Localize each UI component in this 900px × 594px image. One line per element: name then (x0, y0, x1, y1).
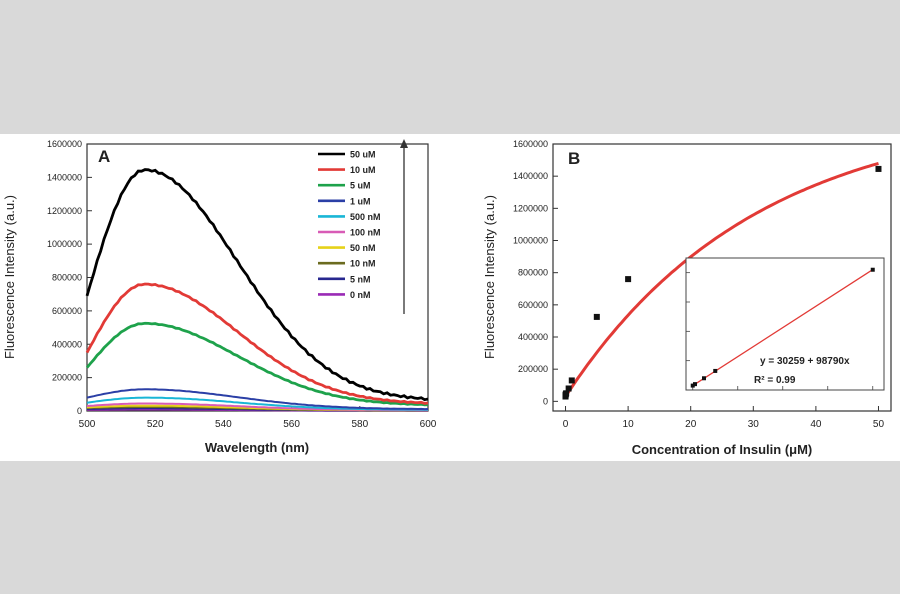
inset-point (702, 376, 706, 381)
data-point (625, 276, 632, 283)
trend-arrow-head (400, 139, 408, 148)
x-tick-label: 500 (79, 419, 96, 430)
panel-b-label: B (568, 149, 580, 168)
x-tick-label: 560 (283, 419, 300, 430)
series-line (86, 388, 429, 411)
panel-a-frame (86, 143, 429, 412)
panel-a-legend: 50 uM 10 uM 5 uM 1 uM 500 nM 100 nM 50 nM 10 nM… (318, 150, 381, 300)
panel-b-fit-curve (564, 161, 879, 398)
panel-a-x-label: Wavelength (nm) (205, 440, 309, 455)
x-tick-label: 520 (147, 419, 164, 430)
inset-point (690, 383, 695, 388)
legend-label: 10 nM (350, 259, 376, 269)
panel-a-y-axis: 0 200000 400000 600000 800000 1000000 1200000 1… (47, 139, 92, 416)
x-tick-label: 30 (748, 419, 760, 430)
inset-axes (686, 272, 874, 391)
legend-label: 100 nM (350, 228, 381, 238)
panel-a: 0 200000 400000 600000 800000 1000000 1200000 1… (2, 139, 437, 455)
panel-b-data-points (562, 165, 882, 400)
trend-arrow (400, 139, 408, 314)
y-tick-label: 1400000 (513, 171, 548, 181)
x-tick-label: 580 (351, 419, 368, 430)
legend-label: 5 nM (350, 274, 371, 284)
y-tick-label: 0 (77, 406, 82, 416)
y-tick-label: 1400000 (47, 172, 82, 182)
y-tick-label: 600000 (518, 300, 548, 310)
legend-label: 50 nM (350, 243, 376, 253)
legend-label: 500 nM (350, 212, 381, 222)
y-tick-label: 600000 (52, 306, 82, 316)
legend-label: 50 uM (350, 150, 376, 160)
panel-b: 0 200000 400000 600000 800000 1000000 1200000 1… (482, 139, 892, 457)
inset-r-squared: R² = 0.99 (754, 375, 796, 386)
data-point (565, 385, 572, 392)
panel-a-label: A (98, 147, 110, 166)
data-point (568, 377, 575, 384)
panel-b-x-axis: 0 10 20 30 40 50 (563, 406, 885, 430)
x-tick-label: 10 (623, 419, 635, 430)
inset-chart: y = 30259 + 98790x R² = 0.99 (685, 257, 885, 391)
inset-point (693, 382, 697, 387)
data-point (563, 390, 570, 397)
figure-svg: 0 200000 400000 600000 800000 1000000 1200000 1… (2, 139, 892, 457)
y-tick-label: 1200000 (513, 203, 548, 213)
inset-data-points (690, 267, 875, 388)
y-tick-label: 800000 (518, 268, 548, 278)
inset-point (870, 267, 875, 272)
x-tick-label: 50 (873, 419, 885, 430)
y-tick-label: 800000 (52, 273, 82, 283)
series-line (85, 168, 429, 402)
inset-point (713, 368, 718, 373)
panel-b-x-label: Concentration of Insulin (μM) (632, 442, 813, 457)
inset-equation: y = 30259 + 98790x (760, 356, 850, 367)
legend-label: 5 uM (350, 181, 371, 191)
y-tick-label: 1200000 (47, 206, 82, 216)
y-tick-label: 1600000 (513, 139, 548, 149)
series-line (85, 282, 429, 405)
x-tick-label: 600 (420, 419, 437, 430)
figure-area: 0 200000 400000 600000 800000 1000000 1200000 1… (0, 134, 900, 461)
panel-b-y-label: Fluorescence Intensity (a.u.) (482, 195, 497, 359)
legend-label: 0 nM (350, 290, 371, 300)
panel-a-series-lines (85, 168, 429, 412)
y-tick-label: 200000 (52, 373, 82, 383)
legend-label: 10 uM (350, 165, 376, 175)
x-tick-label: 40 (810, 419, 822, 430)
x-tick-label: 0 (563, 419, 569, 430)
y-tick-label: 200000 (518, 364, 548, 374)
y-tick-label: 0 (543, 396, 548, 406)
panel-a-y-label: Fluorescence Intensity (a.u.) (2, 195, 17, 359)
panel-b-y-axis: 0 200000 400000 600000 800000 1000000 1200000 1… (513, 139, 558, 406)
data-point (593, 313, 600, 320)
series-line (85, 321, 429, 407)
x-tick-label: 540 (215, 419, 232, 430)
y-tick-label: 400000 (52, 339, 82, 349)
inset-fit-line (692, 269, 874, 387)
panel-b-frame (552, 143, 892, 412)
y-tick-label: 1000000 (47, 239, 82, 249)
legend-label: 1 uM (350, 196, 371, 206)
y-tick-label: 1000000 (513, 236, 548, 246)
x-tick-label: 20 (685, 419, 697, 430)
y-tick-label: 1600000 (47, 139, 82, 149)
data-point (875, 165, 882, 172)
y-tick-label: 400000 (518, 332, 548, 342)
